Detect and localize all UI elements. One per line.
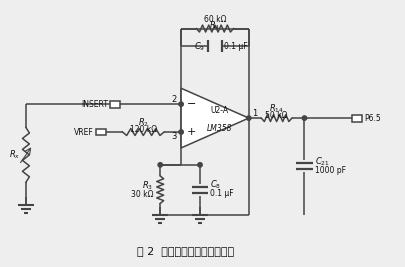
FancyBboxPatch shape xyxy=(111,101,120,108)
Text: $C_8$: $C_8$ xyxy=(210,178,221,191)
Text: LM358: LM358 xyxy=(207,124,232,132)
Text: 60 kΩ: 60 kΩ xyxy=(204,15,226,24)
Text: 120 kΩ: 120 kΩ xyxy=(130,124,157,134)
Text: 50 kΩ: 50 kΩ xyxy=(265,111,288,120)
Circle shape xyxy=(247,116,251,120)
Circle shape xyxy=(302,116,307,120)
Text: $C_{21}$: $C_{21}$ xyxy=(315,155,330,168)
Circle shape xyxy=(158,163,162,167)
Text: 0.1 μF: 0.1 μF xyxy=(224,42,247,51)
Text: $R_3$: $R_3$ xyxy=(142,179,153,192)
Text: VREF: VREF xyxy=(74,128,94,136)
Polygon shape xyxy=(181,88,249,148)
Circle shape xyxy=(179,130,183,134)
Text: P6.5: P6.5 xyxy=(364,113,381,123)
Text: 1: 1 xyxy=(252,109,257,117)
FancyBboxPatch shape xyxy=(352,115,362,121)
Text: $R_x$: $R_x$ xyxy=(9,149,20,161)
Text: $R_4$: $R_4$ xyxy=(209,19,221,32)
Text: 1000 pF: 1000 pF xyxy=(315,166,346,175)
Text: 2: 2 xyxy=(172,95,177,104)
Text: INSERT: INSERT xyxy=(81,100,109,109)
Text: 3: 3 xyxy=(172,132,177,142)
Text: $R_2$: $R_2$ xyxy=(138,117,149,129)
Text: 30 kΩ: 30 kΩ xyxy=(131,190,153,199)
FancyBboxPatch shape xyxy=(96,128,106,135)
Text: U2-A: U2-A xyxy=(211,106,229,115)
Text: 图 2  血糖信号变换及放大电路: 图 2 血糖信号变换及放大电路 xyxy=(136,246,234,256)
Text: −: − xyxy=(186,99,196,109)
Text: +: + xyxy=(186,127,196,137)
Text: $R_{14}$: $R_{14}$ xyxy=(269,103,284,115)
Circle shape xyxy=(198,163,202,167)
Text: 0.1 μF: 0.1 μF xyxy=(210,189,234,198)
Circle shape xyxy=(179,102,183,106)
Text: $C_9$: $C_9$ xyxy=(194,40,205,53)
